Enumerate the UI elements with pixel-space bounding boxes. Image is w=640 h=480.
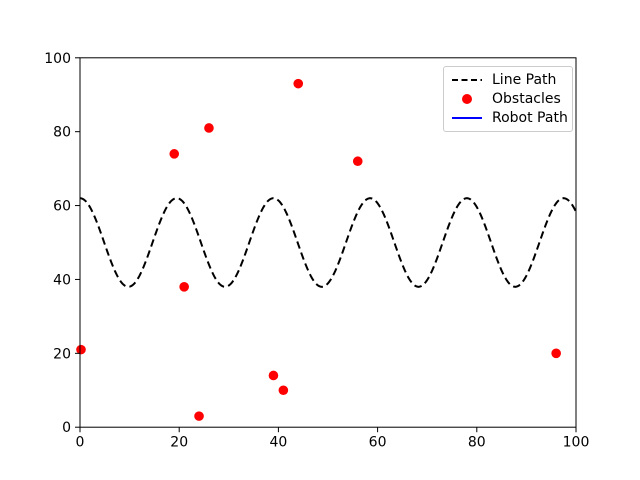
obstacle-point: [278, 385, 289, 396]
legend-item-obstacles: Obstacles: [452, 89, 572, 108]
obstacle-point: [204, 123, 214, 133]
solid-line-icon: [452, 117, 482, 120]
x-tick-label: 20: [170, 435, 188, 451]
plot-area-border: [79, 57, 577, 428]
legend-label-robot-path: Robot Path: [492, 110, 568, 127]
x-tick-label: 100: [563, 435, 590, 451]
obstacle-point: [551, 348, 561, 359]
x-axis-ticks: 0 20 40 60 80 100: [76, 427, 590, 451]
y-tick-label: 20: [53, 346, 71, 362]
x-tick-label: 0: [76, 435, 85, 451]
obstacle-point: [194, 411, 204, 421]
dashed-line-icon: [452, 78, 482, 81]
obstacles-series: [76, 78, 561, 421]
legend-label-line-path: Line Path: [492, 71, 557, 88]
obstacle-point: [76, 344, 86, 355]
marker-dot-icon: [462, 93, 472, 104]
obstacle-point: [293, 78, 304, 89]
y-tick-label: 0: [62, 420, 71, 436]
x-tick-label: 40: [269, 435, 287, 451]
line-path-series: [79, 197, 577, 288]
x-tick-label: 60: [369, 435, 387, 451]
y-tick-label: 60: [53, 199, 71, 215]
plot-content: [76, 78, 577, 421]
obstacle-point: [169, 149, 180, 159]
legend-item-line-path: Line Path: [452, 70, 572, 89]
obstacle-point: [179, 282, 189, 292]
obstacle-point: [268, 370, 279, 381]
y-axis-ticks: 0 20 40 60 80 100: [44, 51, 80, 436]
x-tick-label: 80: [468, 435, 486, 451]
legend-label-obstacles: Obstacles: [492, 90, 561, 107]
legend: Line Path Obstacles Robot Path: [443, 66, 573, 132]
legend-item-robot-path: Robot Path: [452, 109, 572, 128]
y-tick-label: 80: [53, 125, 71, 141]
y-tick-label: 40: [53, 272, 71, 288]
y-tick-label: 100: [44, 51, 71, 67]
obstacle-point: [352, 156, 363, 167]
